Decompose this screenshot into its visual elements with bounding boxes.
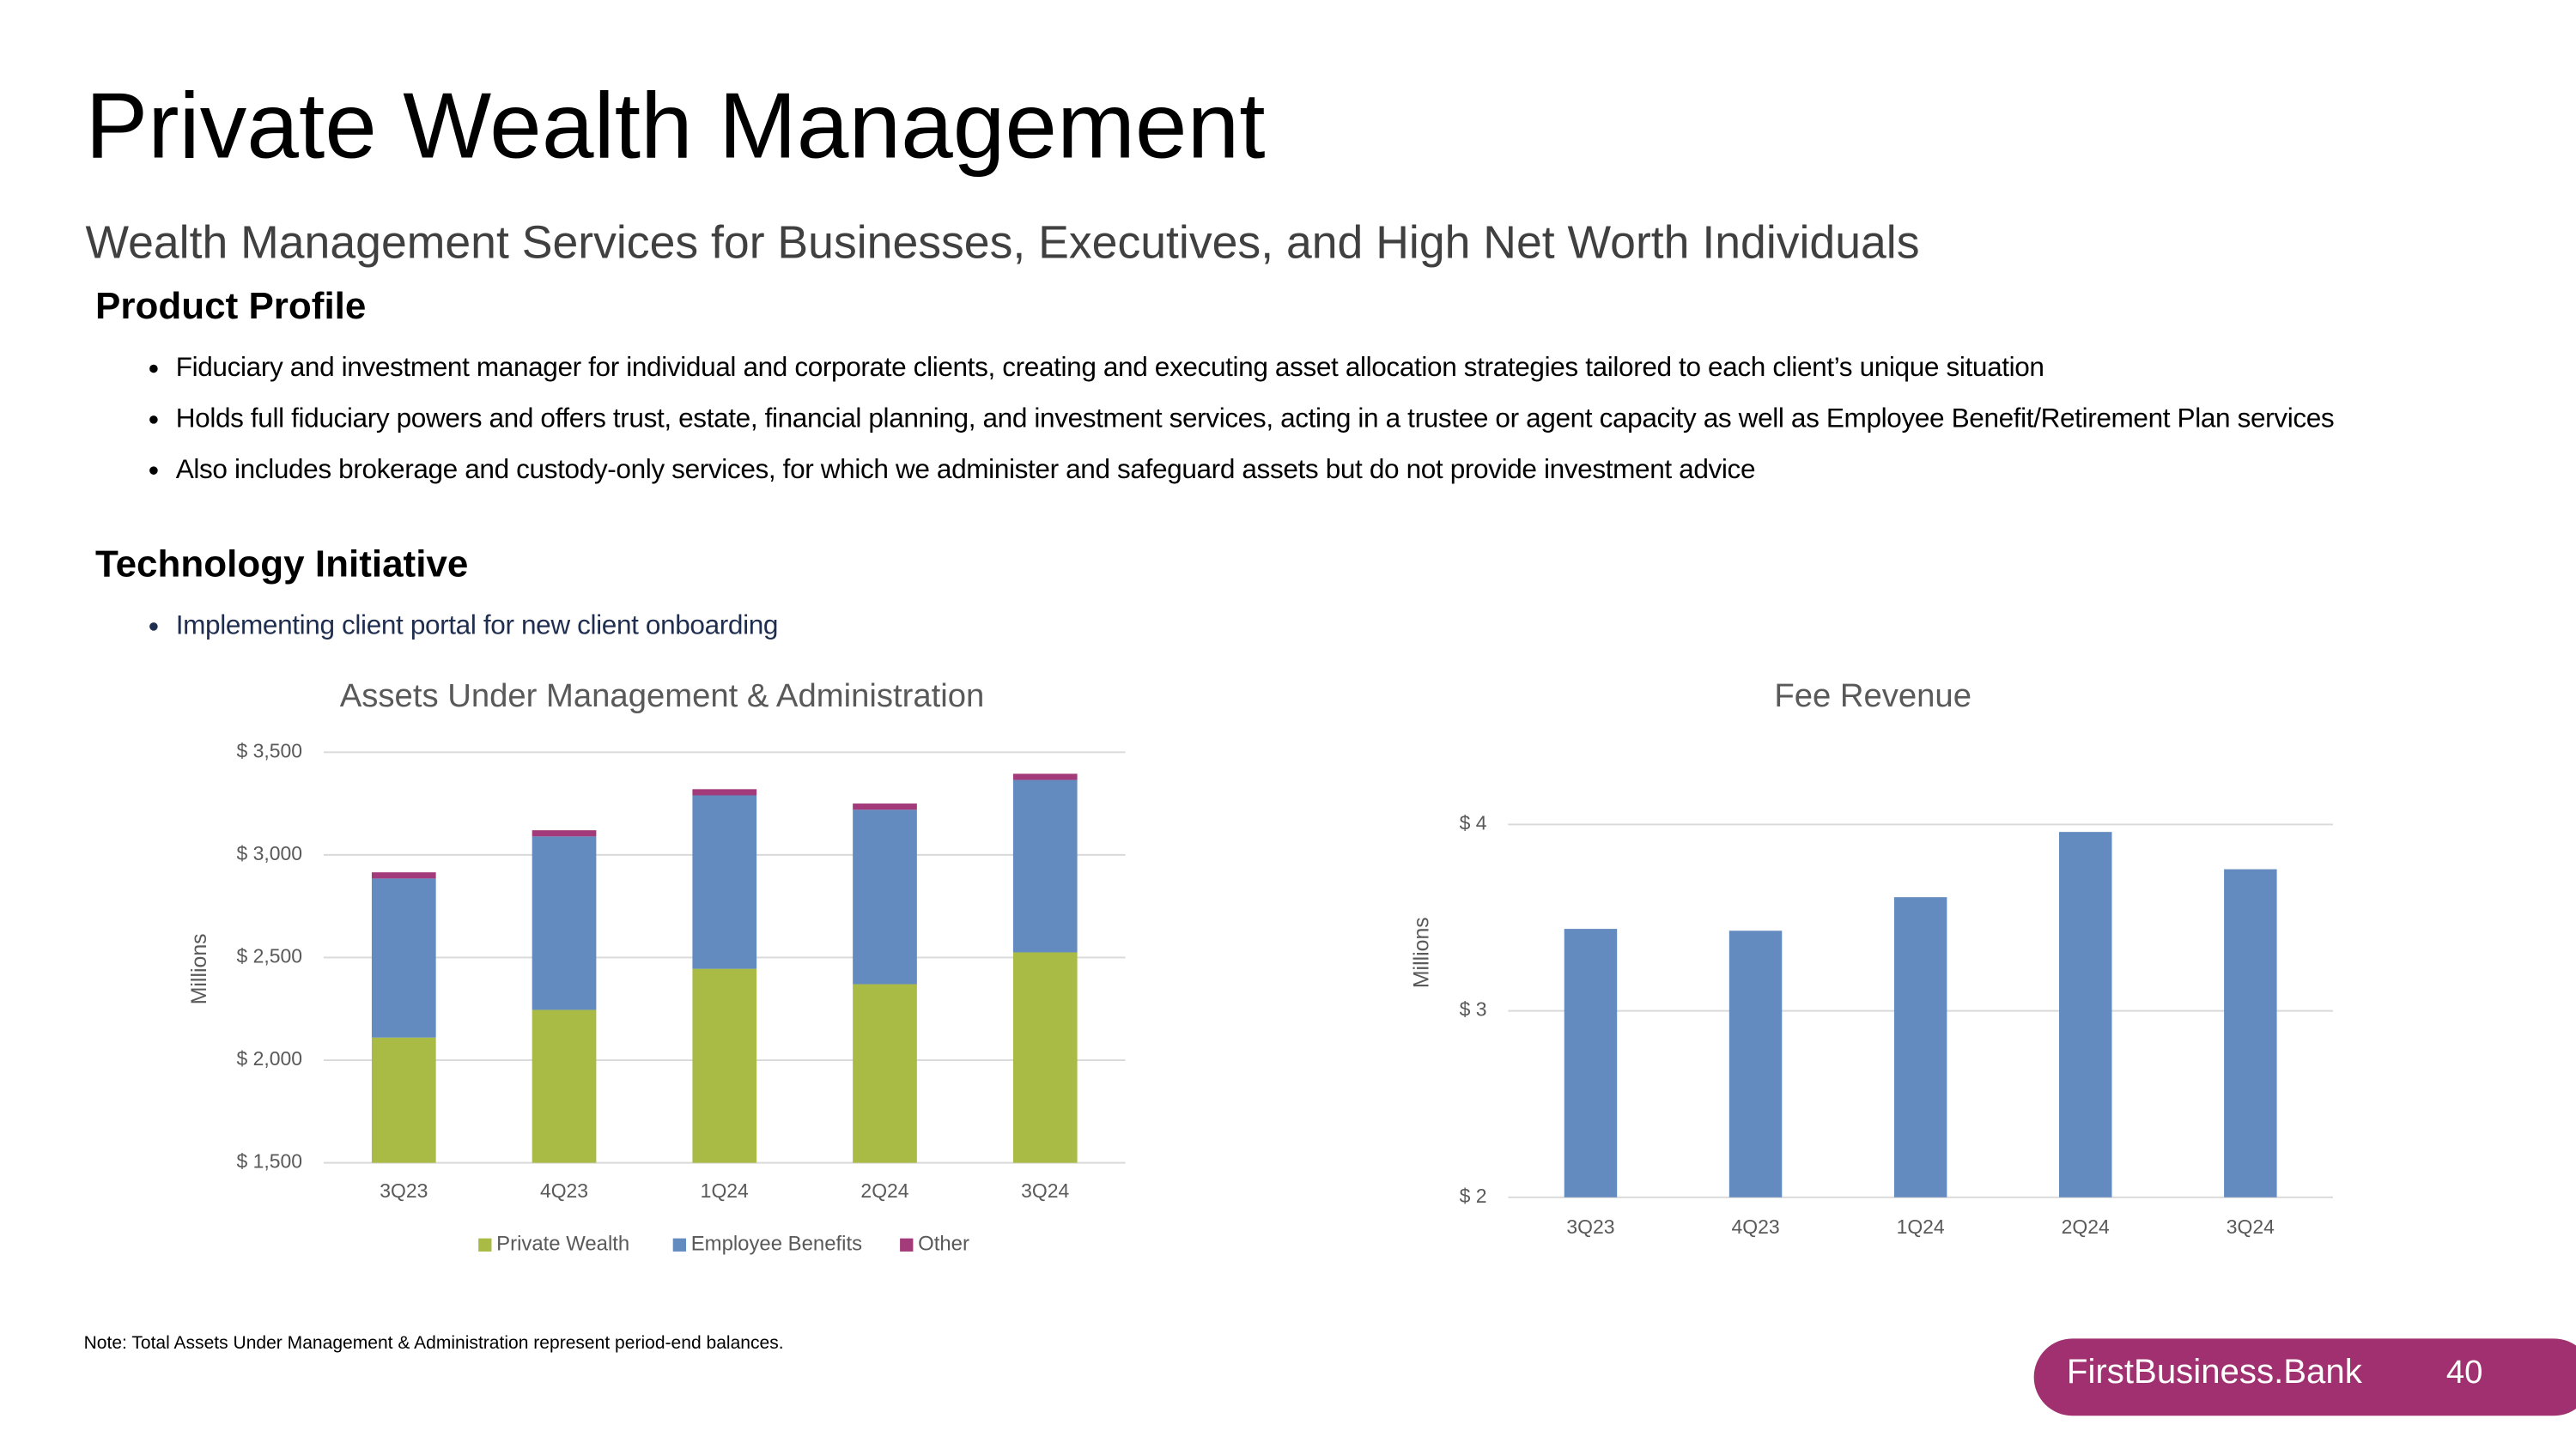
bar-segment xyxy=(692,789,757,796)
x-tick-label: 4Q23 xyxy=(540,1179,588,1202)
x-tick-label: 2Q24 xyxy=(2062,1216,2110,1238)
y-tick-label: $ 4 xyxy=(1460,812,1487,834)
bullet: Fiduciary and investment manager for ind… xyxy=(176,350,2476,388)
legend-label: Private Wealth xyxy=(496,1233,629,1256)
y-axis-label: Millions xyxy=(187,933,211,1004)
y-axis-label: Millions xyxy=(1409,917,1433,988)
page-number: 40 xyxy=(2445,1355,2483,1391)
legend-label: Other xyxy=(918,1233,969,1256)
chart-title: Fee Revenue xyxy=(1774,677,1971,714)
bar-segment xyxy=(1012,952,1078,1163)
x-tick-label: 1Q24 xyxy=(701,1179,749,1202)
section-heading: Technology Initiative xyxy=(94,542,469,585)
y-tick-label: $ 3,000 xyxy=(237,842,303,864)
x-tick-label: 3Q24 xyxy=(1021,1179,1069,1202)
bullet: Also includes brokerage and custody-only… xyxy=(176,452,2476,489)
section-heading: Product Profile xyxy=(94,284,367,327)
bar-segment xyxy=(532,1009,597,1163)
y-tick-label: $ 2,000 xyxy=(237,1047,303,1070)
legend-label: Employee Benefits xyxy=(691,1233,862,1256)
bar-segment xyxy=(853,809,917,985)
bar xyxy=(1893,897,1947,1197)
bar-segment xyxy=(1012,779,1078,953)
slide-title: Private Wealth Management xyxy=(85,74,1266,179)
footnote: Note: Total Assets Under Management & Ad… xyxy=(83,1333,784,1354)
bar-segment xyxy=(532,830,597,837)
bar-segment xyxy=(853,803,917,810)
y-tick-label: $ 2,500 xyxy=(237,945,303,967)
bar xyxy=(1728,931,1783,1197)
x-tick-label: 3Q23 xyxy=(1566,1216,1614,1238)
legend-swatch xyxy=(478,1238,492,1252)
bar-segment xyxy=(532,836,597,1010)
footer-band xyxy=(2033,1338,2576,1416)
bullet-list: Fiduciary and investment manager for ind… xyxy=(138,350,2476,503)
bar-segment xyxy=(692,795,757,969)
x-tick-label: 3Q24 xyxy=(2227,1216,2275,1238)
brand: FirstBusiness.Bank xyxy=(2066,1353,2362,1391)
y-tick-label: $ 3,500 xyxy=(237,739,303,761)
bar xyxy=(1564,929,1618,1197)
y-tick-label: $ 3 xyxy=(1460,998,1487,1021)
bullet: Holds full fiduciary powers and offers t… xyxy=(176,401,2476,439)
bar xyxy=(2059,832,2112,1197)
x-tick-label: 3Q23 xyxy=(380,1179,428,1202)
bar-segment xyxy=(371,878,436,1038)
x-tick-label: 2Q24 xyxy=(860,1179,908,1202)
x-tick-label: 4Q23 xyxy=(1731,1216,1779,1238)
legend-swatch xyxy=(672,1238,686,1252)
bar-segment xyxy=(853,984,917,1163)
bar-segment xyxy=(692,968,757,1163)
bullet: Implementing client portal for new clien… xyxy=(176,608,2476,646)
bar-segment xyxy=(371,872,436,879)
legend-swatch xyxy=(900,1238,914,1252)
bar-segment xyxy=(1012,773,1078,780)
bar-segment xyxy=(371,1037,436,1163)
slide-subtitle: Wealth Management Services for Businesse… xyxy=(85,216,1920,268)
y-tick-label: $ 2 xyxy=(1460,1185,1487,1207)
bar xyxy=(2224,869,2277,1197)
chart-title: Assets Under Management & Administration xyxy=(340,677,984,714)
bullet-list: Implementing client portal for new clien… xyxy=(138,608,2476,658)
x-tick-label: 1Q24 xyxy=(1897,1216,1945,1238)
y-tick-label: $ 1,500 xyxy=(237,1150,303,1173)
